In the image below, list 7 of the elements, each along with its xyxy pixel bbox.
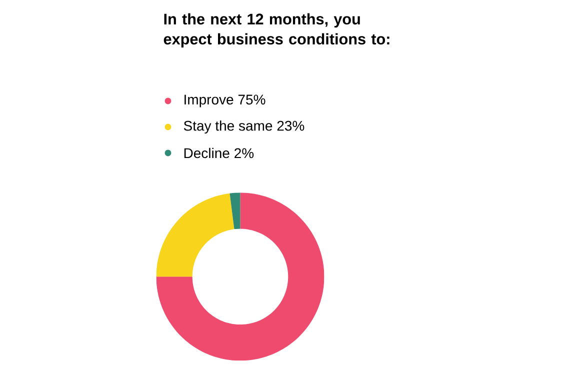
- chart-title: In the next 12 months, you expect business conditions to:: [164, 13, 390, 48]
- data-label: 23%: [277, 120, 304, 131]
- legend-label: Decline: [184, 148, 230, 158]
- data-label: 75%: [238, 94, 266, 105]
- legend-label: Improve: [184, 94, 234, 108]
- legend-label: Stay the same: [184, 120, 272, 134]
- data-label: 2%: [234, 148, 254, 158]
